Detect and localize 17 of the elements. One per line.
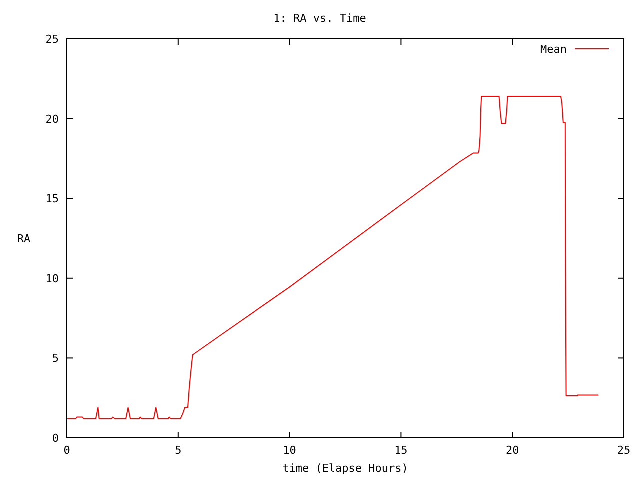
y-tick-label: 25 [46, 33, 59, 46]
y-tick-label: 5 [52, 352, 59, 366]
y-tick-label: 0 [52, 432, 59, 445]
chart-title: 1: RA vs. Time [274, 12, 366, 25]
x-tick-label: 15 [394, 444, 408, 457]
x-tick-label: 10 [283, 444, 296, 457]
line-series [66, 96, 600, 420]
y-tick-label: 15 [46, 192, 59, 206]
legend-label: Mean [540, 43, 567, 56]
y-tick-label: 10 [46, 272, 59, 286]
y-tick-label: 20 [46, 112, 59, 126]
x-tick-label: 0 [64, 444, 70, 457]
x-tick-label: 20 [506, 444, 520, 457]
x-tick-label: 5 [175, 444, 182, 457]
x-axis-title: time (Elapse Hours) [282, 462, 408, 475]
x-tick-label: 25 [617, 444, 631, 457]
y-axis-title: RA [17, 232, 31, 246]
